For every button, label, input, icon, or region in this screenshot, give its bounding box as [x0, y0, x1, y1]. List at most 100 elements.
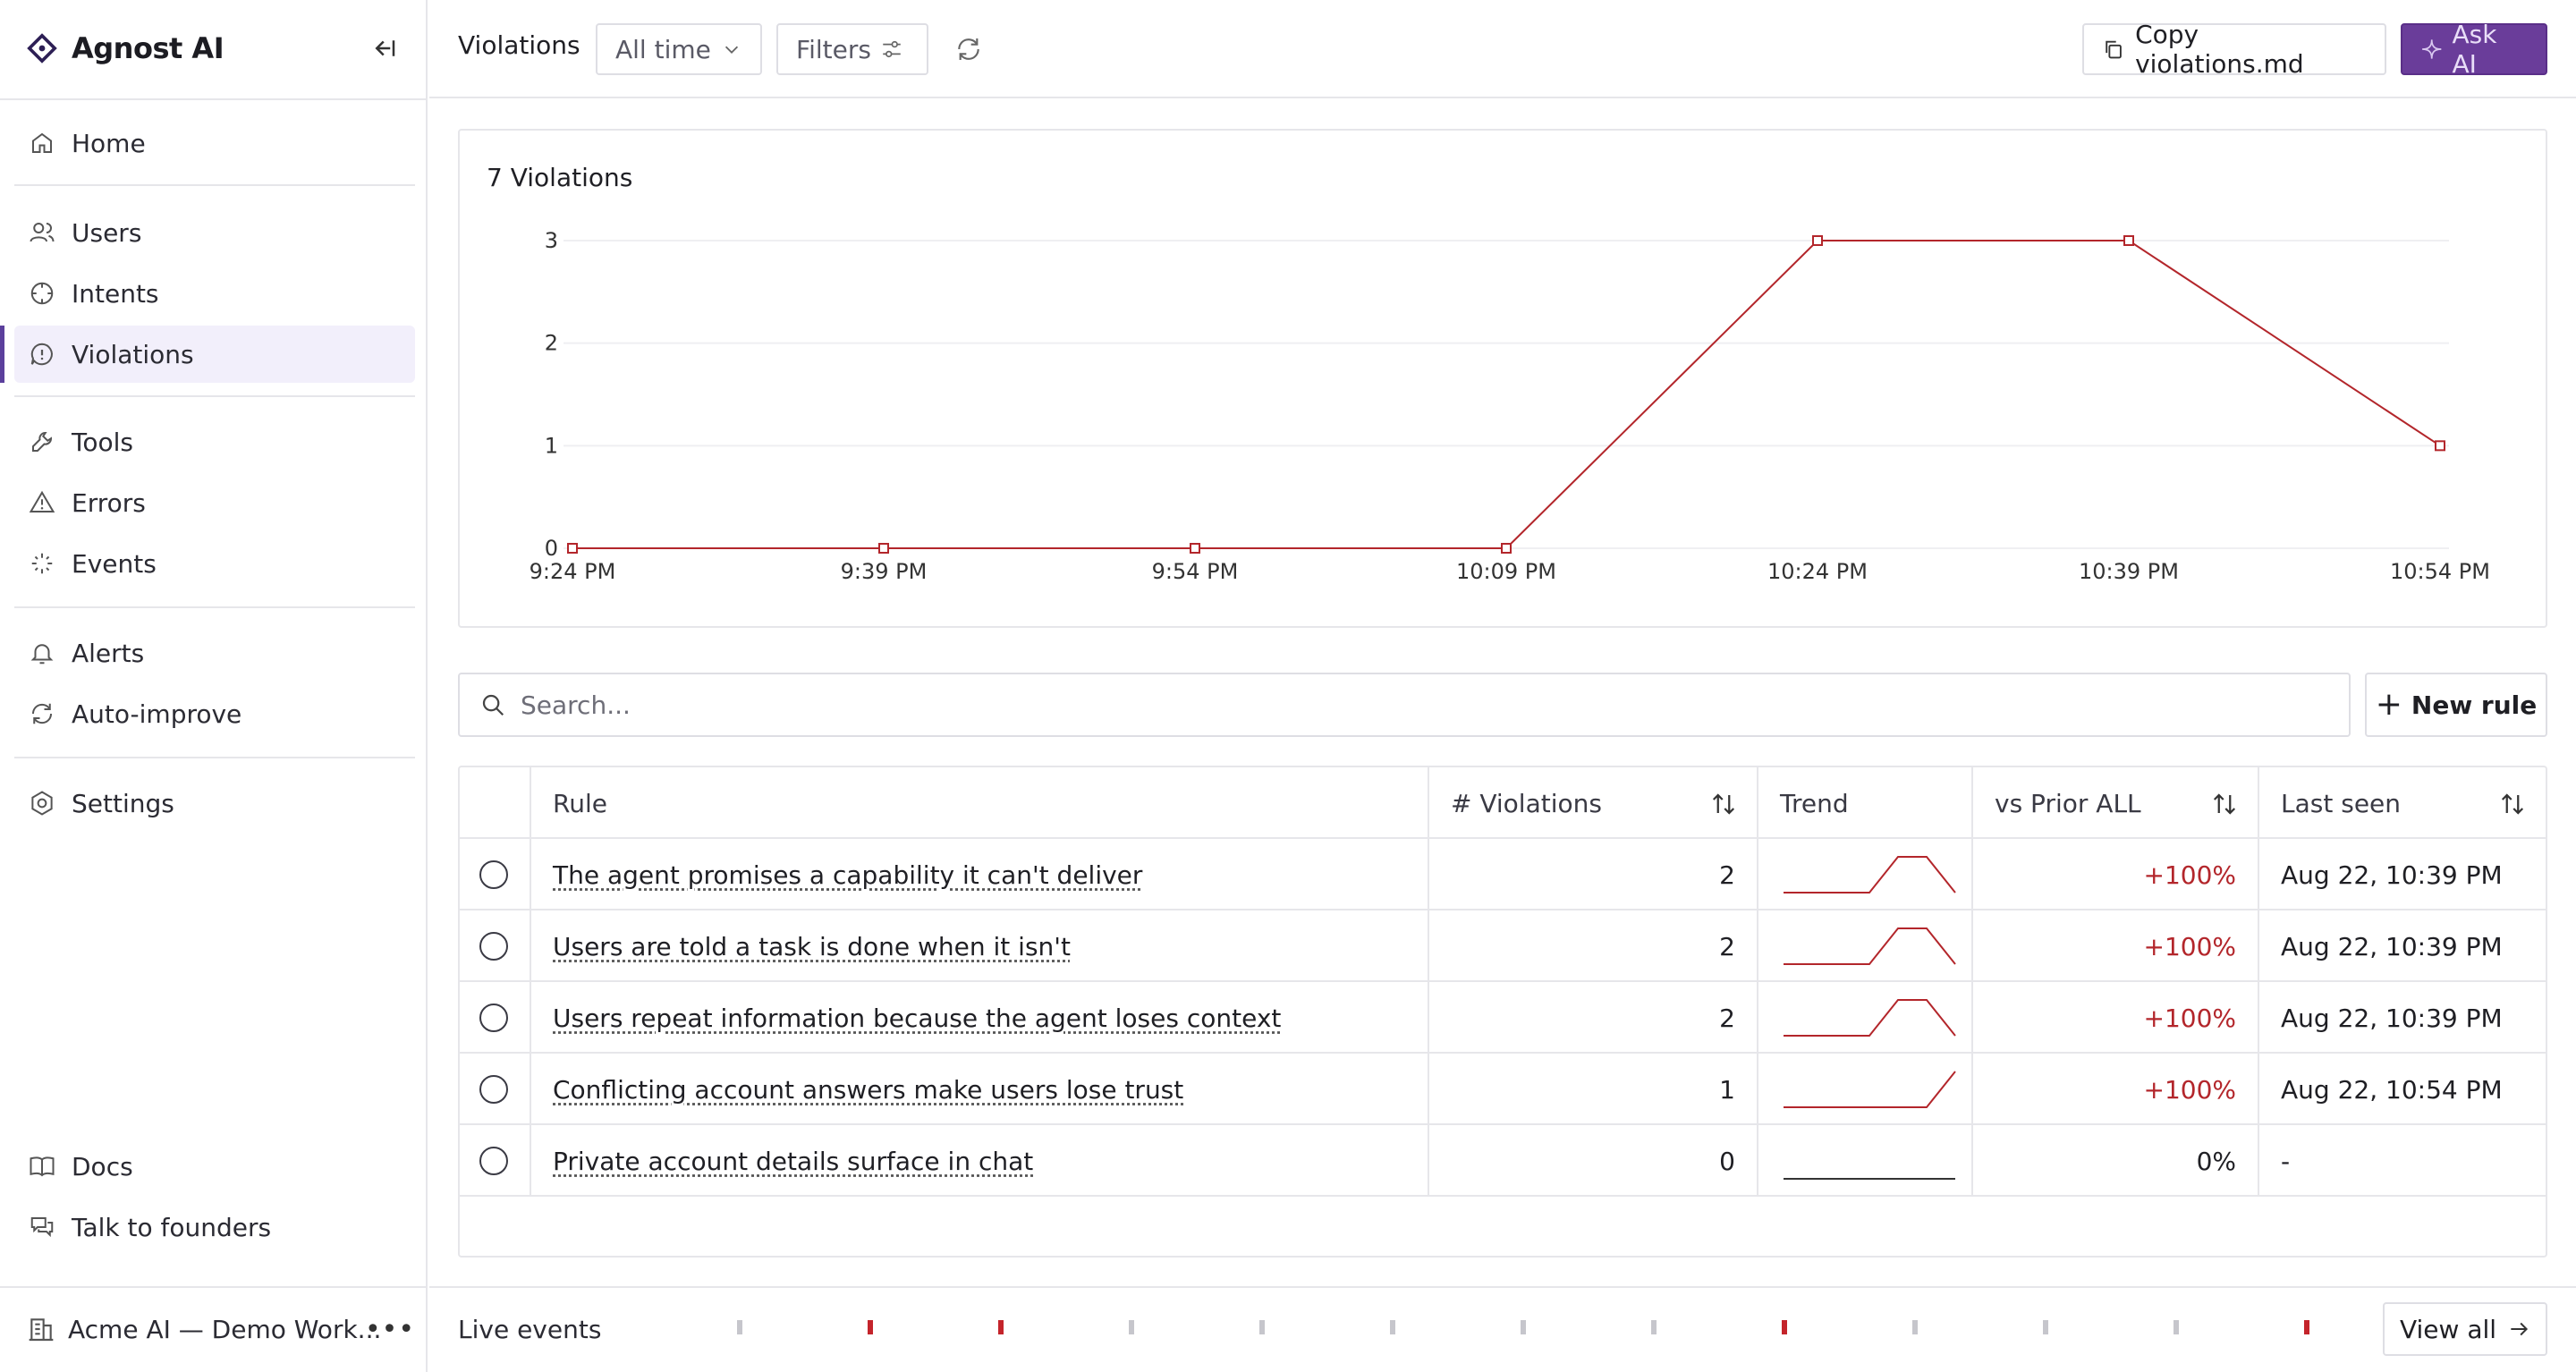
sidebar-item-events[interactable]: Events — [14, 535, 415, 592]
sort-icon[interactable] — [1710, 791, 1737, 817]
live-event-tick[interactable] — [1390, 1320, 1395, 1334]
live-event-tick[interactable] — [2174, 1320, 2179, 1334]
live-event-tick[interactable] — [1912, 1320, 1918, 1334]
sidebar-item-label: Violations — [72, 339, 194, 369]
select-cell — [460, 910, 531, 982]
trend-cell — [1758, 910, 1973, 982]
vs-prior-value: +100% — [2143, 931, 2236, 961]
vs-prior-column-header[interactable]: vs Prior ALL — [1973, 767, 2259, 839]
live-event-tick[interactable] — [1129, 1320, 1134, 1334]
live-event-tick[interactable] — [2043, 1320, 2048, 1334]
rule-link[interactable]: The agent promises a capability it can't… — [553, 860, 1143, 890]
plus-icon: + — [2375, 686, 2402, 723]
vs-prior-value: 0% — [2196, 1146, 2236, 1176]
violations-column-header[interactable]: # Violations — [1429, 767, 1758, 839]
sidebar-item-alerts[interactable]: Alerts — [14, 624, 415, 682]
trend-sparkline — [1784, 999, 1956, 1037]
chat-icon — [29, 1214, 55, 1241]
row-select-radio[interactable] — [479, 932, 508, 961]
logo-icon — [27, 33, 57, 64]
last-seen-cell: - — [2259, 1125, 2546, 1197]
data-point — [2435, 440, 2445, 452]
live-event-tick[interactable] — [998, 1320, 1004, 1334]
active-indicator — [0, 326, 4, 383]
rules-table: Rule # Violations Trend vs Prior ALL Las… — [458, 766, 2547, 1258]
live-event-tick[interactable] — [1651, 1320, 1657, 1334]
copy-label: Copy violations.md — [2135, 20, 2304, 79]
rule-link[interactable]: Users repeat information because the age… — [553, 1003, 1282, 1033]
workspace-switcher[interactable]: Acme AI — Demo Work... — [27, 1308, 381, 1351]
view-all-label: View all — [2399, 1314, 2497, 1344]
rule-link[interactable]: Conflicting account answers make users l… — [553, 1074, 1184, 1105]
select-cell — [460, 1125, 531, 1197]
live-event-tick[interactable] — [868, 1320, 873, 1334]
trend-sparkline — [1784, 1071, 1956, 1108]
divider — [0, 98, 428, 100]
violations-count: 1 — [1429, 1054, 1758, 1125]
live-event-tick[interactable] — [1782, 1320, 1787, 1334]
last-seen-cell: Aug 22, 10:39 PM — [2259, 982, 2546, 1054]
bell-icon — [29, 639, 55, 666]
filters-label: Filters — [796, 34, 871, 64]
table-row[interactable]: Users repeat information because the age… — [460, 982, 2546, 1054]
divider — [0, 1286, 428, 1288]
live-events-label: Live events — [458, 1315, 602, 1344]
collapse-sidebar-button[interactable] — [367, 30, 402, 66]
live-event-tick[interactable] — [1259, 1320, 1265, 1334]
workspace-name: Acme AI — Demo Work... — [68, 1314, 382, 1344]
table-row[interactable]: Conflicting account answers make users l… — [460, 1054, 2546, 1125]
sparkle-icon — [2422, 39, 2442, 59]
live-event-tick[interactable] — [737, 1320, 742, 1334]
sidebar-item-tools[interactable]: Tools — [14, 413, 415, 470]
sparkle-icon — [29, 550, 55, 577]
ask-ai-button[interactable]: Ask AI — [2401, 20, 2547, 79]
row-select-radio[interactable] — [479, 1004, 508, 1032]
refresh-button[interactable] — [950, 30, 987, 68]
sidebar-item-talk-to-founders[interactable]: Talk to founders — [14, 1198, 415, 1256]
new-rule-button[interactable]: + New rule — [2365, 673, 2547, 737]
search-bar[interactable] — [458, 673, 2351, 737]
last-seen-column-header[interactable]: Last seen — [2259, 767, 2546, 839]
data-point — [1812, 235, 1823, 246]
table-row[interactable]: Private account details surface in chat 0… — [460, 1125, 2546, 1197]
sidebar-item-label: Auto-improve — [72, 699, 242, 729]
rule-column-header[interactable]: Rule — [531, 767, 1429, 839]
table-row[interactable]: The agent promises a capability it can't… — [460, 839, 2546, 910]
sort-icon[interactable] — [2211, 791, 2238, 817]
search-input[interactable] — [521, 690, 2220, 720]
rule-cell: Users are told a task is done when it is… — [531, 910, 1429, 982]
divider — [14, 757, 415, 758]
brand[interactable]: Agnost AI — [27, 29, 225, 68]
rule-link[interactable]: Private account details surface in chat — [553, 1146, 1034, 1176]
rule-cell: Conflicting account answers make users l… — [531, 1054, 1429, 1125]
vs-prior-cell: +100% — [1973, 1054, 2259, 1125]
row-select-radio[interactable] — [479, 1075, 508, 1104]
sidebar-item-intents[interactable]: Intents — [14, 265, 415, 322]
row-select-radio[interactable] — [479, 860, 508, 889]
select-cell — [460, 982, 531, 1054]
x-tick-label: 9:39 PM — [841, 559, 928, 584]
view-all-button[interactable]: View all — [2383, 1302, 2547, 1356]
sidebar-item-auto-improve[interactable]: Auto-improve — [14, 685, 415, 742]
time-range-select[interactable]: All time — [596, 23, 762, 75]
trend-sparkline — [1784, 927, 1956, 965]
sidebar-item-violations[interactable]: Violations — [14, 326, 415, 383]
row-select-radio[interactable] — [479, 1147, 508, 1175]
data-point — [1501, 543, 1512, 554]
copy-violations-button[interactable]: Copy violations.md — [2082, 20, 2386, 79]
filters-button[interactable]: Filters — [776, 23, 928, 75]
trend-cell — [1758, 1125, 1973, 1197]
more-options-icon[interactable]: ••• — [364, 1313, 416, 1345]
refresh-icon — [29, 700, 55, 727]
sort-icon[interactable] — [2499, 791, 2526, 817]
sidebar-item-docs[interactable]: Docs — [14, 1138, 415, 1195]
sidebar-item-users[interactable]: Users — [14, 204, 415, 261]
sidebar-item-settings[interactable]: Settings — [14, 775, 415, 832]
rule-link[interactable]: Users are told a task is done when it is… — [553, 931, 1071, 961]
live-event-tick[interactable] — [2304, 1320, 2309, 1334]
sidebar-item-label: Docs — [72, 1151, 133, 1181]
live-event-tick[interactable] — [1521, 1320, 1526, 1334]
table-row[interactable]: Users are told a task is done when it is… — [460, 910, 2546, 982]
sidebar-item-home[interactable]: Home — [14, 114, 415, 172]
sidebar-item-errors[interactable]: Errors — [14, 474, 415, 531]
